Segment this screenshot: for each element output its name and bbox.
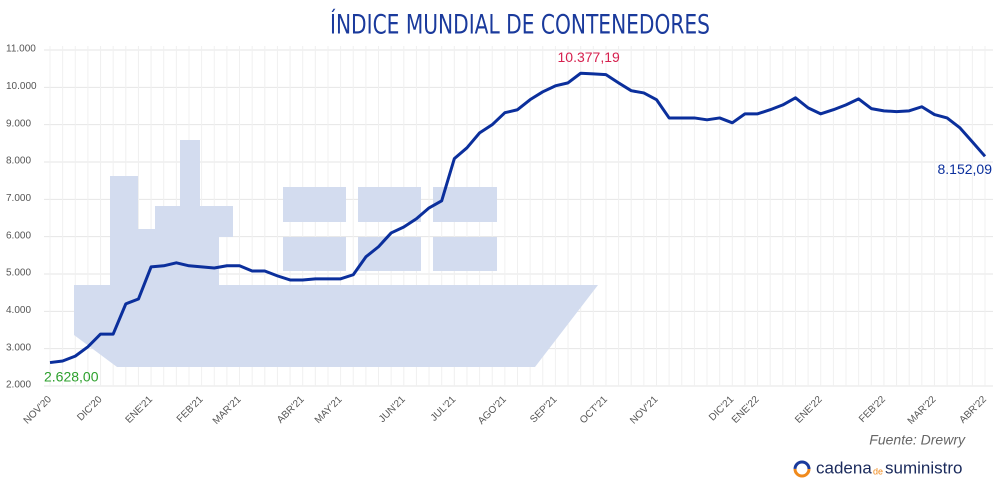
series-line <box>49 71 987 365</box>
ship-part <box>110 176 138 285</box>
container <box>433 187 497 222</box>
value-label: 10.377,19 <box>558 49 620 65</box>
y-tick-label: 10.000 <box>6 81 37 92</box>
x-tick-label: DIC'20 <box>75 394 104 423</box>
x-tick-label: NOV'20 <box>22 394 55 427</box>
ship-part <box>180 140 200 285</box>
x-tick-label: NOV'21 <box>628 394 661 427</box>
x-tick-label: ENE'21 <box>124 394 156 426</box>
logo: cadena de suministro <box>793 458 962 478</box>
x-tick-label: ABR'22 <box>957 394 989 426</box>
ship-part <box>155 206 180 285</box>
y-tick-label: 2.000 <box>6 380 31 391</box>
logo-text: de <box>873 466 883 476</box>
ship-part <box>200 237 219 285</box>
x-tick-label: MAR'22 <box>906 394 939 427</box>
x-tick-label: SEP'21 <box>528 394 559 425</box>
x-tick-label: FEB'22 <box>857 394 888 425</box>
value-label: 2.628,00 <box>44 368 99 384</box>
x-tick-label: FEB'21 <box>175 394 206 425</box>
x-tick-label: MAY'21 <box>313 394 345 426</box>
y-tick-label: 4.000 <box>6 305 31 316</box>
x-tick-label: AGO'21 <box>476 394 509 427</box>
x-tick-label: ABR'21 <box>275 394 307 426</box>
chart-title: ÍNDICE MUNDIAL DE CONTENEDORES <box>330 9 710 41</box>
x-tick-label: ENE'22 <box>793 394 825 426</box>
x-tick-label: JUN'21 <box>377 394 408 425</box>
x-tick-label: MAR'21 <box>211 394 244 427</box>
container <box>433 237 497 271</box>
y-tick-label: 9.000 <box>6 118 31 129</box>
y-tick-label: 3.000 <box>6 342 31 353</box>
x-tick-label: ENE'22 <box>730 394 762 426</box>
y-tick-label: 7.000 <box>6 193 31 204</box>
ship-illustration <box>74 140 598 367</box>
logo-text: suministro <box>885 458 962 477</box>
logo-icon <box>793 460 811 478</box>
x-tick-label: JUL'21 <box>429 394 459 424</box>
ship-part <box>200 206 233 237</box>
y-tick-label: 8.000 <box>6 156 31 167</box>
y-tick-label: 6.000 <box>6 230 31 241</box>
container <box>358 187 421 222</box>
source: Fuente: Drewry <box>869 432 966 448</box>
ship-hull <box>74 285 598 367</box>
container <box>283 237 346 271</box>
value-label: 8.152,09 <box>938 161 993 177</box>
y-tick-label: 11.000 <box>6 44 36 55</box>
y-tick-label: 5.000 <box>6 268 31 279</box>
container <box>283 187 346 222</box>
logo-text: cadena <box>816 458 872 477</box>
x-tick-label: OCT'21 <box>578 394 610 426</box>
